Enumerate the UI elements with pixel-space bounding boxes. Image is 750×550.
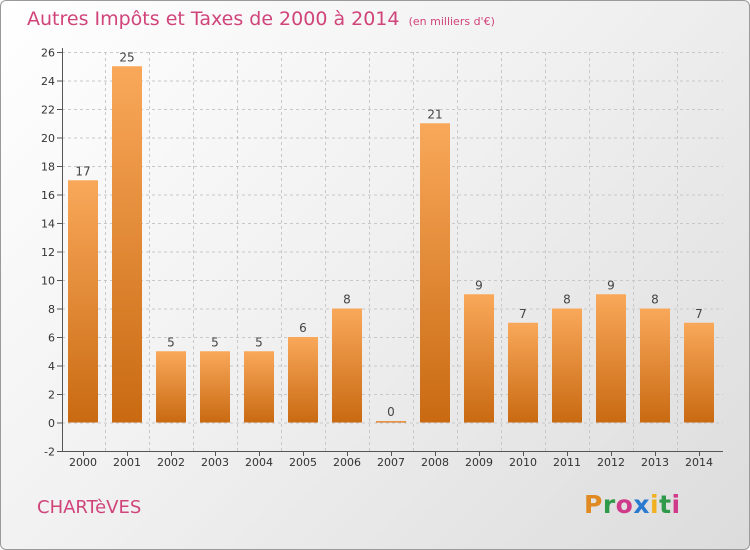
brand-letter: i bbox=[650, 490, 660, 519]
bar bbox=[68, 180, 98, 423]
y-tick-label: 4 bbox=[48, 360, 55, 373]
bar bbox=[640, 308, 670, 423]
y-tick-label: 0 bbox=[48, 417, 55, 430]
y-tick-label: 14 bbox=[41, 218, 55, 231]
data-label: 7 bbox=[695, 307, 703, 321]
data-label: 8 bbox=[343, 293, 351, 307]
x-tick-label: 2014 bbox=[685, 456, 713, 469]
bar bbox=[156, 351, 186, 423]
bar bbox=[684, 322, 714, 423]
x-tick-label: 2007 bbox=[377, 456, 405, 469]
x-tick-label: 2004 bbox=[245, 456, 273, 469]
bar bbox=[508, 322, 538, 423]
bar bbox=[376, 421, 406, 423]
x-tick-label: 2013 bbox=[641, 456, 669, 469]
y-tick-label: 24 bbox=[41, 75, 55, 88]
x-tick-label: 2009 bbox=[465, 456, 493, 469]
brand-letter: r bbox=[602, 490, 616, 519]
brand-letter: t bbox=[659, 490, 672, 519]
data-label: 8 bbox=[563, 293, 571, 307]
bar bbox=[200, 351, 230, 423]
data-label: 0 bbox=[387, 405, 395, 419]
bar bbox=[332, 308, 362, 423]
x-tick-label: 2008 bbox=[421, 456, 449, 469]
data-label: 21 bbox=[427, 107, 442, 121]
y-tick-label: 16 bbox=[41, 189, 55, 202]
bar bbox=[596, 294, 626, 423]
brand-logo: Proxiti bbox=[584, 490, 681, 519]
data-label: 9 bbox=[475, 278, 483, 292]
bars bbox=[68, 66, 714, 423]
bar bbox=[244, 351, 274, 423]
data-label: 6 bbox=[299, 321, 307, 335]
x-tick-label: 2010 bbox=[509, 456, 537, 469]
x-tick-label: 2011 bbox=[553, 456, 581, 469]
brand-letter: i bbox=[671, 490, 681, 519]
y-tick-label: 6 bbox=[48, 332, 55, 345]
bar bbox=[464, 294, 494, 423]
x-tick-label: 2000 bbox=[69, 456, 97, 469]
bar bbox=[112, 66, 142, 423]
y-tick-label: 18 bbox=[41, 161, 55, 174]
grid-lines bbox=[62, 52, 723, 452]
y-tick-label: 8 bbox=[48, 303, 55, 316]
x-tick-label: 2006 bbox=[333, 456, 361, 469]
y-tick-label: 26 bbox=[41, 47, 55, 60]
brand-letter: x bbox=[633, 490, 650, 519]
data-label: 5 bbox=[211, 335, 219, 349]
chart-title: Autres Impôts et Taxes de 2000 à 2014 bbox=[27, 8, 400, 30]
data-label: 5 bbox=[167, 335, 175, 349]
data-label: 7 bbox=[519, 307, 527, 321]
title-row: Autres Impôts et Taxes de 2000 à 2014 (e… bbox=[27, 8, 495, 30]
chart-subtitle: (en milliers d'€) bbox=[408, 15, 495, 28]
y-tick-label: 22 bbox=[41, 104, 55, 117]
town-name: CHARTèVES bbox=[37, 497, 142, 518]
data-label: 5 bbox=[255, 335, 263, 349]
x-tick-label: 2005 bbox=[289, 456, 317, 469]
data-label: 25 bbox=[119, 50, 134, 64]
y-tick-label: -2 bbox=[44, 446, 55, 459]
data-label: 17 bbox=[75, 164, 90, 178]
y-tick-label: 20 bbox=[41, 132, 55, 145]
data-label: 9 bbox=[607, 278, 615, 292]
bar bbox=[552, 308, 582, 423]
data-labels: 17 25 5 5 5 6 8 0 21 9 7 8 9 8 7 bbox=[75, 50, 702, 419]
bar bbox=[288, 337, 318, 423]
x-tick-label: 2002 bbox=[157, 456, 185, 469]
x-tick-label: 2003 bbox=[201, 456, 229, 469]
y-tick-label: 12 bbox=[41, 246, 55, 259]
x-tick-label: 2001 bbox=[113, 456, 141, 469]
y-tick-label: 10 bbox=[41, 275, 55, 288]
x-tick-label: 2012 bbox=[597, 456, 625, 469]
data-label: 8 bbox=[651, 293, 659, 307]
brand-letter: o bbox=[615, 490, 634, 519]
y-tick-label: 2 bbox=[48, 389, 55, 402]
brand-letter: P bbox=[584, 490, 603, 519]
bar bbox=[420, 123, 450, 423]
